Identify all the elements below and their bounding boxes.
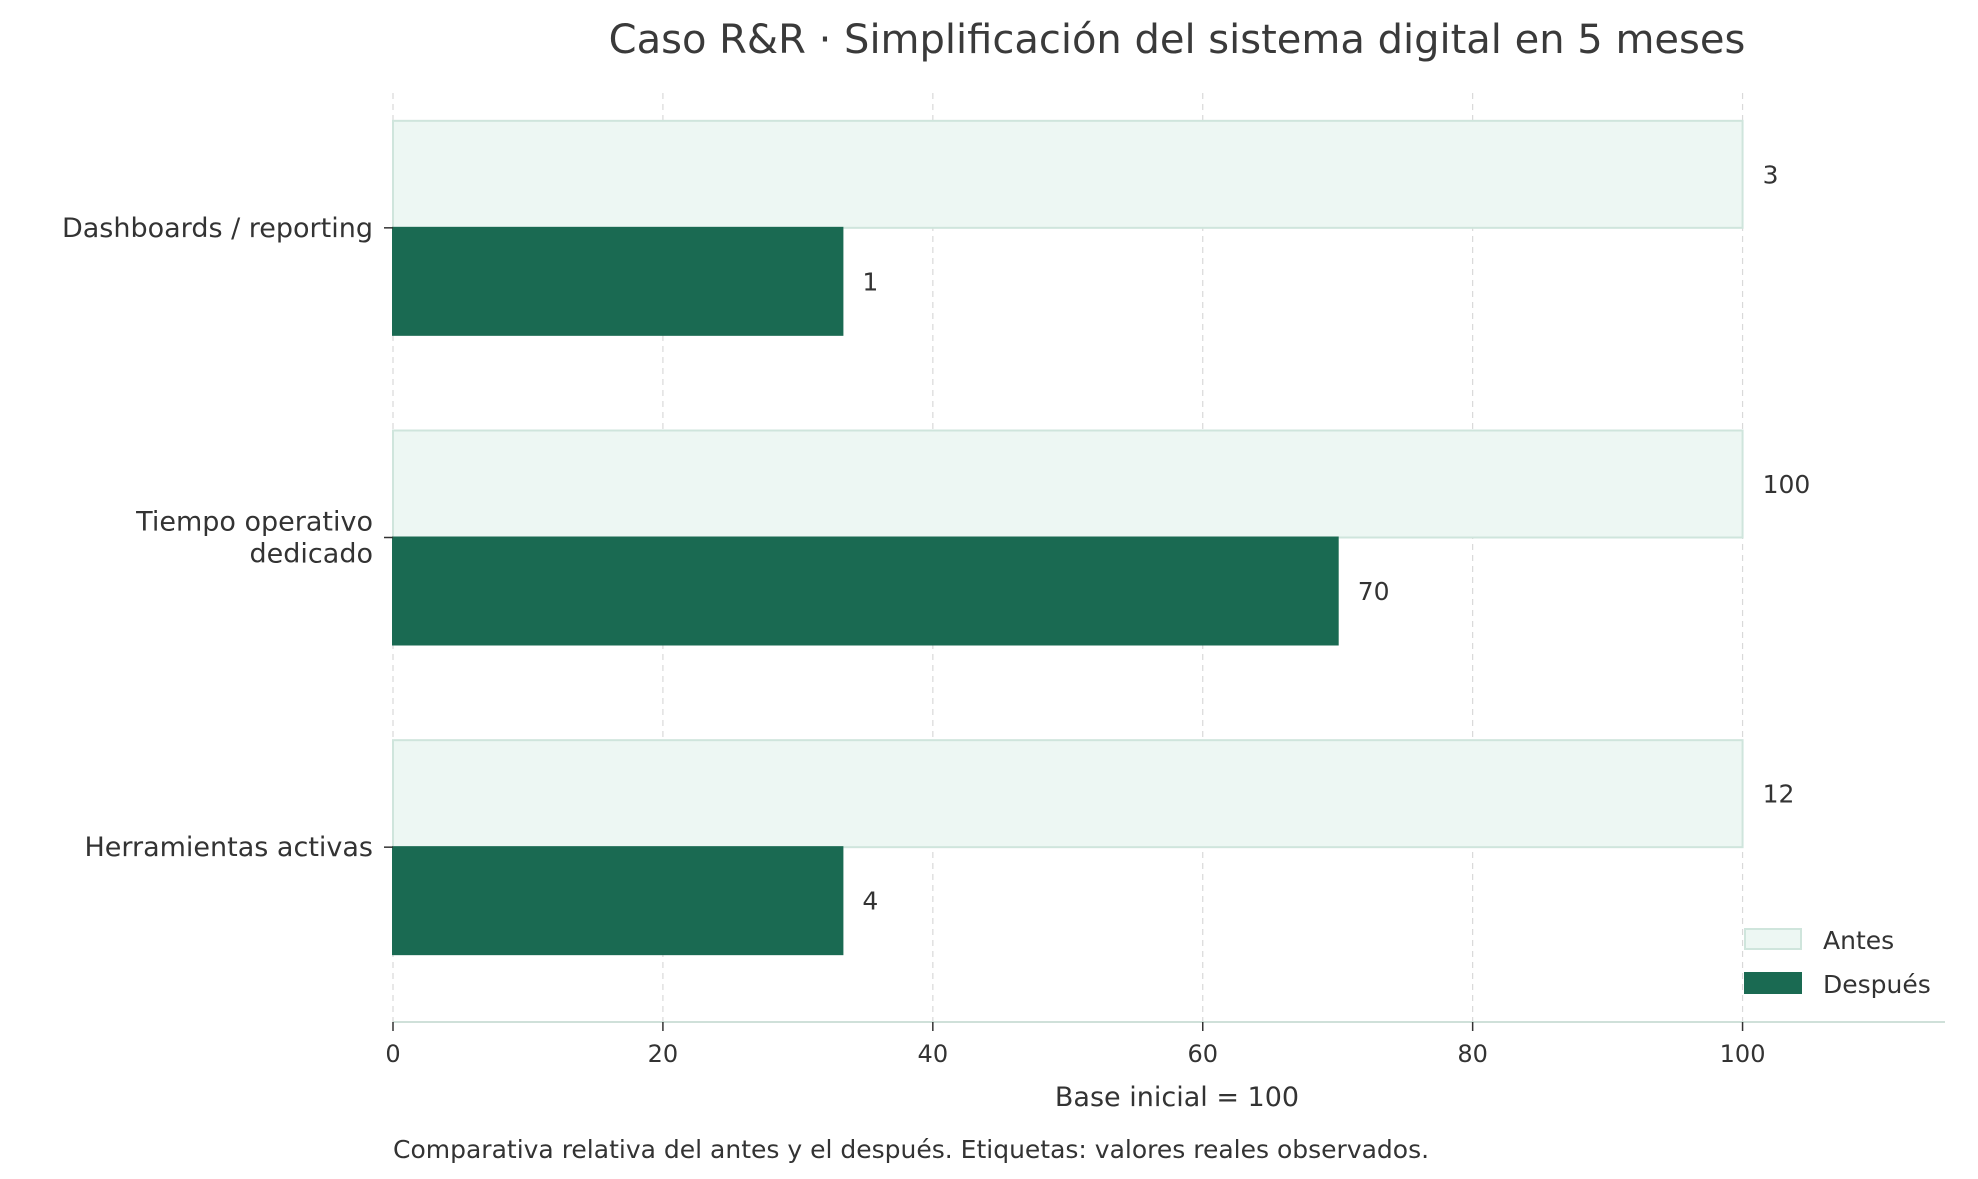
value-label-despues: 4 [862,887,878,916]
bar-despues [392,226,844,336]
bar-antes [392,429,1744,539]
legend-swatch-despues [1744,972,1802,994]
value-label-despues: 70 [1358,577,1390,606]
legend-label-antes: Antes [1823,926,1894,955]
x-tick-label: 100 [1720,1040,1766,1068]
x-tick-label: 0 [385,1040,400,1068]
value-label-despues: 1 [862,267,878,296]
bar-despues [392,536,1339,646]
x-tick-label: 20 [648,1040,679,1068]
footnote: Comparativa relativa del antes y el desp… [393,1135,1429,1164]
bar-antes [392,119,1744,229]
bars [392,119,1744,956]
value-label-antes: 12 [1763,780,1795,809]
legend-label-despues: Después [1823,970,1931,999]
x-tick-label: 40 [918,1040,949,1068]
category-labels: Dashboards / reporting Tiempo operativode… [62,213,393,863]
bar-despues [392,846,844,956]
value-label-antes: 3 [1763,160,1779,189]
category-label: Herramientas activas [84,832,373,863]
x-tick-label: 80 [1457,1040,1488,1068]
x-tick-label: 60 [1187,1040,1218,1068]
category-label: dedicado [250,539,373,570]
category-label: Tiempo operativo [135,507,373,538]
value-labels: 3 1 100 70 12 4 [862,160,1810,915]
bar-antes [392,739,1744,849]
chart-title: Caso R&R · Simplificación del sistema di… [609,17,1746,63]
x-axis-label: Base inicial = 100 [1055,1082,1299,1113]
legend-swatch-antes [1744,928,1802,950]
value-label-antes: 100 [1763,470,1811,499]
category-label: Dashboards / reporting [62,213,373,244]
x-axis: 0 20 40 60 80 100 [385,1021,1945,1068]
legend: Antes Después [1744,926,1931,999]
